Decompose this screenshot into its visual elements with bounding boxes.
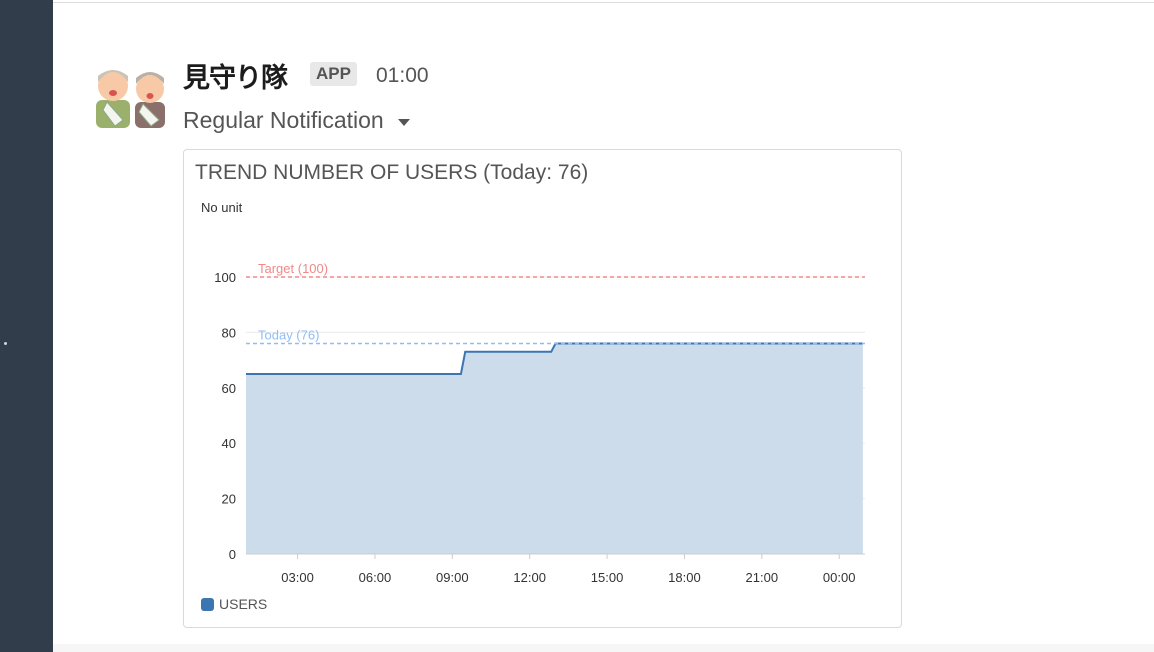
chart-card: TREND NUMBER OF USERS (Today: 76) No uni… <box>183 149 902 628</box>
notification-type-dropdown[interactable]: Regular Notification <box>183 107 410 134</box>
y-tick-label: 100 <box>214 270 236 285</box>
grandpa-figure <box>96 70 130 128</box>
avatar[interactable] <box>93 62 169 130</box>
x-tick-label: 06:00 <box>359 570 392 585</box>
chart-title: TREND NUMBER OF USERS (Today: 76) <box>195 161 589 184</box>
y-tick-label: 80 <box>222 325 236 340</box>
notification-type-label: Regular Notification <box>183 107 384 133</box>
grandma-figure <box>135 72 165 128</box>
x-tick-label: 12:00 <box>513 570 546 585</box>
unread-dot <box>4 342 7 345</box>
y-tick-label: 60 <box>222 381 236 396</box>
sidebar <box>0 0 53 652</box>
reference-line-label: Target (100) <box>258 261 328 276</box>
reference-line-label: Today (76) <box>258 327 319 342</box>
sender-name[interactable]: 見守り隊 <box>183 63 288 94</box>
y-tick-label: 20 <box>222 492 236 507</box>
x-tick-label: 21:00 <box>746 570 779 585</box>
legend-label: USERS <box>219 596 268 612</box>
x-tick-label: 18:00 <box>668 570 701 585</box>
trend-chart: 0 20 40 60 80 100 03:00 06:00 09:00 12:00 15:00 18:… <box>214 261 865 585</box>
x-tick-label: 00:00 <box>823 570 856 585</box>
legend-swatch <box>201 597 214 611</box>
legend-item-users[interactable]: USERS <box>201 596 267 612</box>
y-tick-label: 40 <box>222 436 236 451</box>
x-tick-label: 03:00 <box>281 570 314 585</box>
footer-band <box>53 644 1154 652</box>
y-tick-label: 0 <box>229 547 236 562</box>
app-badge: APP <box>310 62 357 86</box>
series-area <box>246 343 863 554</box>
y-unit-label: No unit <box>201 200 243 215</box>
caret-down-icon <box>397 118 410 126</box>
x-tick-label: 09:00 <box>436 570 469 585</box>
x-tick-label: 15:00 <box>591 570 624 585</box>
timestamp[interactable]: 01:00 <box>376 64 429 87</box>
divider <box>53 2 1154 3</box>
